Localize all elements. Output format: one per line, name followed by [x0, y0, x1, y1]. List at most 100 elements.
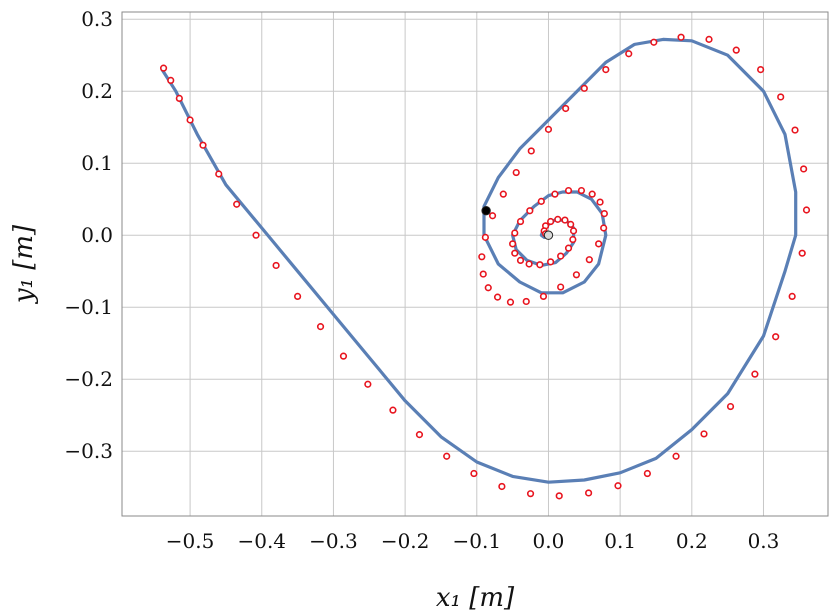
x-tick-label: −0.5	[166, 529, 215, 553]
x-tick-label: −0.2	[381, 529, 430, 553]
series-marker	[700, 430, 708, 438]
series-marker	[509, 240, 517, 248]
y-tick-labels: −0.3 −0.2 −0.1 0.0 0.1 0.2 0.3	[64, 7, 113, 463]
series-marker	[544, 125, 553, 133]
series-marker	[272, 261, 280, 270]
series-marker	[757, 65, 765, 74]
series-marker	[539, 292, 548, 301]
series-marker	[802, 206, 811, 214]
plot-frame	[121, 11, 829, 517]
y-tick-label: 0.0	[81, 223, 113, 247]
series-marker	[175, 94, 183, 102]
series-marker	[547, 258, 555, 266]
series-marker	[537, 197, 545, 205]
y-tick-label: −0.1	[64, 295, 113, 319]
series-marker	[547, 217, 555, 226]
series-marker	[199, 141, 207, 149]
x-tick-labels: −0.5 −0.4 −0.3 −0.2 −0.1 0.0 0.1 0.2 0.3	[166, 529, 780, 553]
plot-series	[159, 33, 811, 500]
x-tick-label: 0.3	[748, 529, 780, 553]
series-marker	[600, 224, 608, 232]
x-axis-label: x₁ [m]	[436, 583, 515, 613]
series-marker	[625, 50, 633, 58]
series-marker	[316, 323, 325, 331]
series-marker	[564, 186, 573, 195]
y-tick-label: 0.1	[81, 151, 113, 175]
series-marker	[705, 35, 713, 43]
series-marker	[777, 93, 785, 101]
y-tick-label: −0.2	[64, 367, 113, 391]
series-line-0	[160, 37, 798, 484]
series-marker	[596, 198, 604, 206]
series-marker	[522, 297, 530, 306]
series-marker	[215, 170, 223, 178]
series-marker	[186, 116, 194, 124]
series-marker	[585, 256, 593, 264]
series-marker	[488, 212, 497, 220]
series-marker	[389, 406, 397, 414]
series-marker	[159, 64, 168, 72]
series-marker	[516, 256, 525, 265]
series-marker	[526, 207, 534, 215]
series-marker	[470, 469, 478, 478]
series-marker	[512, 168, 520, 177]
grid	[122, 12, 828, 516]
series-marker	[643, 469, 651, 478]
series-marker	[577, 186, 586, 195]
series-marker	[732, 46, 740, 54]
series-marker	[557, 252, 565, 260]
series-marker	[554, 215, 562, 223]
series-marker	[294, 292, 302, 301]
x-tick-label: −0.3	[309, 529, 358, 553]
series-marker	[526, 490, 535, 498]
series-marker	[572, 271, 581, 279]
series-marker	[791, 126, 799, 134]
y-tick-label: 0.3	[81, 7, 113, 31]
series-marker	[561, 216, 569, 224]
series-marker	[481, 233, 489, 241]
x-tick-label: 0.2	[676, 529, 708, 553]
series-marker	[364, 380, 372, 388]
series-marker	[564, 244, 573, 252]
series-marker	[484, 284, 492, 292]
y-tick-label: −0.3	[64, 439, 113, 463]
series-marker	[562, 104, 570, 113]
series-marker	[672, 452, 680, 460]
series-marker	[511, 229, 519, 237]
series-marker	[600, 210, 608, 218]
series-marker	[677, 33, 685, 41]
y-axis-label: y₁ [m]	[9, 224, 39, 304]
series-marker	[339, 352, 348, 360]
series-marker	[751, 370, 759, 378]
series-marker	[511, 249, 519, 257]
series-marker	[478, 253, 486, 261]
series-marker	[479, 270, 487, 278]
series-marker	[650, 38, 658, 46]
series-marker	[525, 260, 533, 268]
series-marker	[569, 227, 578, 235]
series-marker	[614, 482, 622, 490]
series-marker	[569, 235, 577, 244]
series-marker	[499, 190, 507, 198]
series-marker	[557, 283, 565, 291]
series-marker	[516, 217, 525, 226]
series-marker	[726, 402, 735, 411]
series-marker	[233, 200, 241, 208]
series-marker	[167, 76, 175, 84]
series-marker	[772, 333, 780, 341]
series-marker	[800, 165, 808, 173]
series-marker	[551, 190, 559, 198]
series-marker	[493, 293, 502, 301]
start-point-marker	[481, 206, 491, 216]
series-marker	[498, 482, 506, 491]
series-marker	[585, 489, 593, 497]
series-marker	[506, 298, 515, 306]
series-marker	[788, 292, 796, 301]
series-marker	[536, 261, 544, 269]
x-tick-label: −0.1	[453, 529, 502, 553]
series-marker	[415, 431, 424, 439]
series-marker	[252, 231, 260, 239]
y-tick-label: 0.2	[81, 79, 113, 103]
series-marker	[567, 220, 575, 228]
